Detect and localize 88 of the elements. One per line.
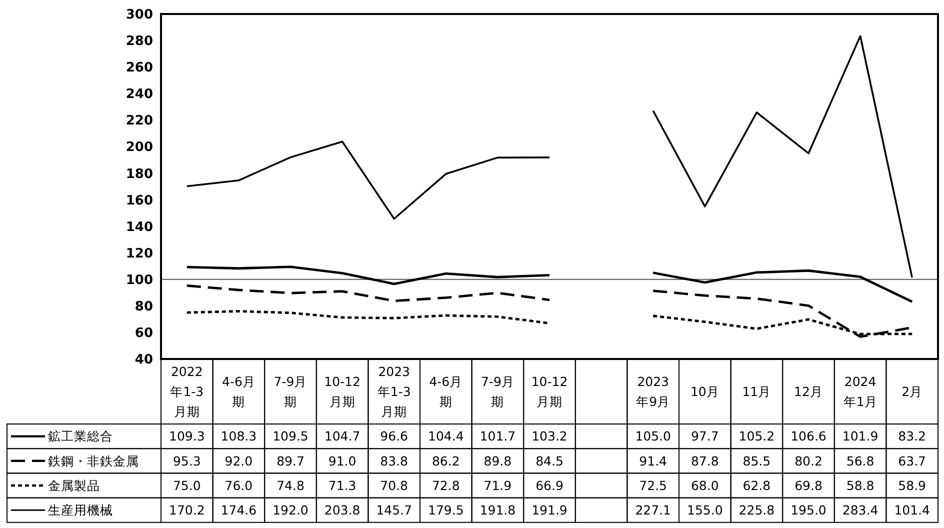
data-label: 85.5 (742, 453, 771, 468)
data-label: 84.5 (536, 453, 564, 468)
data-label: 86.2 (432, 453, 460, 468)
data-label: 87.8 (690, 453, 719, 468)
data-label: 105.2 (738, 428, 775, 444)
data-label: 104.7 (324, 428, 360, 444)
data-label: 56.8 (846, 453, 874, 468)
y-tick-label: 100 (126, 272, 153, 288)
x-tick-label: 2023年9月 (636, 374, 670, 409)
data-label: 105.0 (635, 428, 672, 444)
data-label: 83.2 (898, 428, 926, 444)
y-tick-label: 260 (126, 60, 153, 76)
y-tick-label: 220 (126, 114, 153, 129)
x-tick-label: 4-6月期 (222, 374, 256, 409)
x-tick-label: 2月 (902, 384, 923, 399)
y-tick-label: 200 (126, 140, 153, 156)
y-tick-label: 120 (126, 246, 153, 262)
x-tick-label: 12月 (794, 384, 823, 399)
data-label: 109.3 (169, 428, 205, 444)
x-tick-label: 10月 (690, 384, 720, 399)
x-tick-label: 10-12月期 (324, 374, 360, 409)
data-label: 195.0 (790, 502, 826, 518)
data-label: 155.0 (687, 502, 723, 518)
x-tick-label: 11月 (742, 384, 772, 399)
data-label: 109.5 (272, 428, 308, 444)
legend-label: 金属製品 (48, 478, 100, 493)
data-label: 104.4 (428, 428, 464, 444)
data-label: 170.2 (169, 502, 205, 518)
y-tick-label: 280 (126, 34, 153, 50)
data-label: 80.2 (794, 453, 822, 468)
data-label: 174.6 (220, 502, 257, 518)
data-label: 101.9 (842, 428, 878, 444)
data-label: 192.0 (272, 502, 308, 518)
data-label: 62.8 (742, 478, 771, 493)
x-tick-label: 10-12月期 (531, 374, 568, 409)
y-tick-label: 240 (126, 87, 153, 102)
data-label: 145.7 (376, 502, 412, 518)
y-tick-label: 40 (134, 352, 153, 368)
data-label: 69.8 (794, 478, 822, 493)
y-tick-label: 300 (126, 8, 153, 23)
data-label: 83.8 (380, 453, 408, 468)
x-tick-label: 4-6月期 (429, 374, 463, 409)
data-label: 75.0 (172, 478, 201, 493)
data-label: 71.9 (484, 478, 512, 493)
data-label: 92.0 (224, 453, 253, 468)
data-label: 179.5 (428, 502, 464, 518)
data-label: 97.7 (690, 428, 719, 444)
legend-label: 生産用機械 (48, 502, 113, 518)
legend-label: 鉱工業総合 (48, 428, 113, 444)
data-label: 106.6 (790, 428, 826, 444)
data-label: 103.2 (532, 428, 568, 444)
data-label: 58.8 (846, 478, 874, 493)
data-label: 89.8 (484, 453, 512, 468)
data-label: 227.1 (635, 502, 671, 518)
x-tick-label: 7-9月期 (480, 374, 514, 409)
x-tick-label: 2024年1月 (843, 374, 878, 409)
data-label: 96.6 (380, 428, 408, 444)
data-label: 76.0 (224, 478, 253, 493)
y-tick-label: 160 (126, 193, 153, 208)
data-label: 203.8 (324, 502, 360, 518)
data-label: 66.9 (536, 478, 564, 493)
data-label: 72.5 (639, 478, 668, 493)
data-label: 191.8 (480, 502, 516, 518)
data-label: 63.7 (898, 453, 926, 468)
x-tick-label: 2023年1-3月期 (377, 364, 411, 419)
data-label: 74.8 (276, 478, 304, 493)
data-label: 283.4 (842, 502, 878, 518)
data-label: 91.4 (639, 453, 668, 468)
data-label: 225.8 (738, 502, 775, 518)
data-label: 58.9 (898, 478, 926, 493)
data-label: 71.3 (328, 478, 356, 493)
y-tick-label: 180 (126, 166, 153, 182)
data-label: 91.0 (328, 453, 356, 468)
data-label: 68.0 (690, 478, 719, 493)
data-label: 89.7 (276, 453, 304, 468)
data-label: 95.3 (172, 453, 201, 468)
data-label: 101.4 (894, 502, 930, 518)
y-tick-label: 60 (134, 326, 153, 342)
data-label: 191.9 (532, 502, 568, 518)
data-label: 72.8 (432, 478, 460, 493)
x-tick-label: 2022年1-3月期 (170, 364, 204, 419)
legend-label: 鉄鋼・非鉄金属 (48, 453, 139, 468)
y-tick-label: 140 (126, 220, 153, 235)
x-tick-label: 7-9月期 (274, 374, 308, 409)
y-tick-label: 80 (134, 299, 153, 314)
data-label: 101.7 (480, 428, 516, 444)
data-label: 70.8 (380, 478, 408, 493)
data-label: 108.3 (220, 428, 257, 444)
